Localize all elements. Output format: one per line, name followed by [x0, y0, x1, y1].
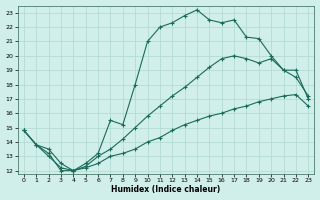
X-axis label: Humidex (Indice chaleur): Humidex (Indice chaleur)	[111, 185, 221, 194]
